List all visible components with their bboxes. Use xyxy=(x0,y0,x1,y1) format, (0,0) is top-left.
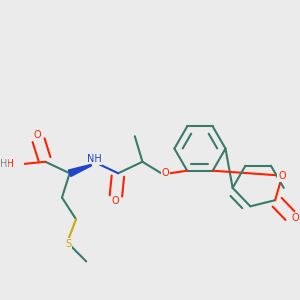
Text: NH: NH xyxy=(86,154,101,164)
Text: O: O xyxy=(278,171,286,181)
Text: O: O xyxy=(112,196,119,206)
Text: H: H xyxy=(0,159,7,169)
Polygon shape xyxy=(68,164,91,176)
Text: O: O xyxy=(34,130,41,140)
Text: O: O xyxy=(162,168,169,178)
Text: O: O xyxy=(292,213,299,223)
Text: S: S xyxy=(65,238,71,248)
Text: OH: OH xyxy=(0,159,14,169)
